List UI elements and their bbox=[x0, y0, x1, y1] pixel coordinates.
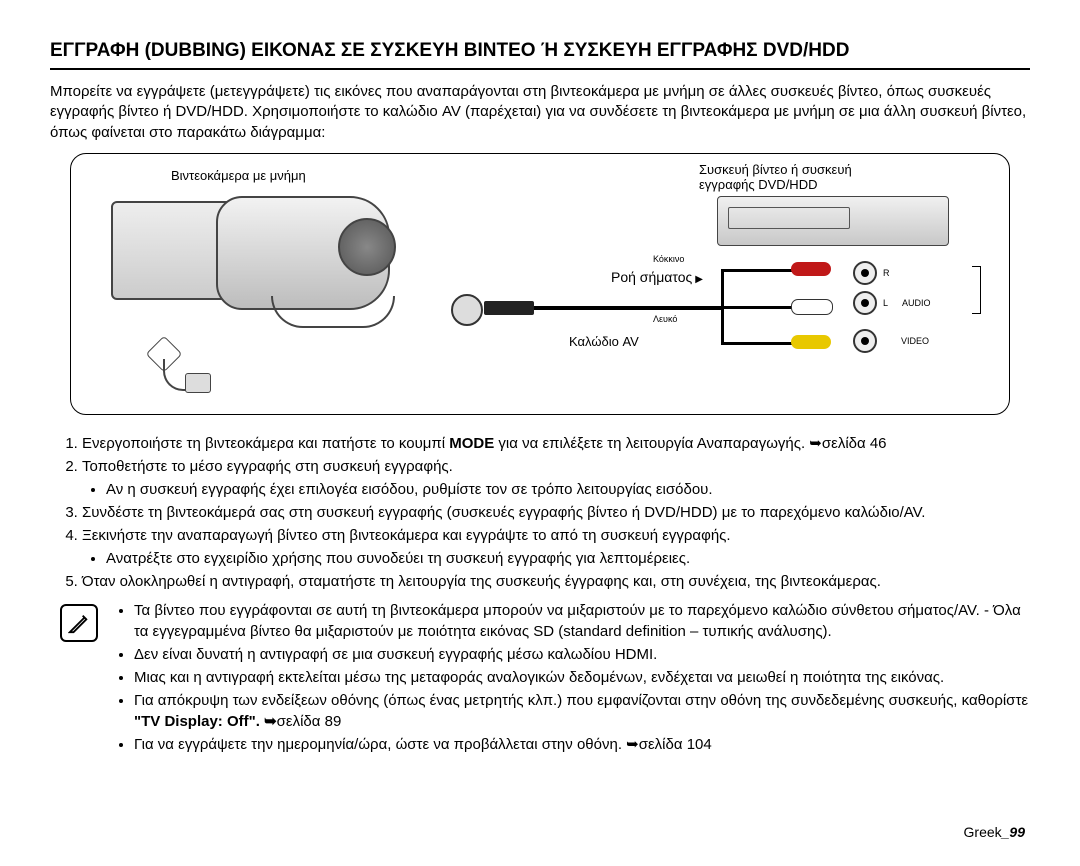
charger-illustration bbox=[151, 341, 211, 396]
connection-diagram: Βιντεοκάμερα με μνήμη Συσκευή βίντεο ή σ… bbox=[70, 153, 1010, 415]
step-2: Τοποθετήστε το μέσο εγγραφής στη συσκευή… bbox=[82, 456, 1030, 500]
av-jack bbox=[451, 294, 483, 326]
step-2-bullet: Αν η συσκευή εγγραφής έχει επιλογέα εισό… bbox=[106, 479, 1030, 500]
step-3: Συνδέστε τη βιντεοκάμερά σας στη συσκευή… bbox=[82, 502, 1030, 523]
label-white: Λευκό bbox=[653, 314, 677, 324]
recorder-jacks: R LAUDIO VIDEO bbox=[847, 258, 967, 356]
note-4: Για απόκρυψη των ενδείξεων οθόνης (όπως … bbox=[134, 690, 1030, 732]
page-footer: Greek_99 bbox=[964, 824, 1025, 840]
rca-white bbox=[791, 299, 833, 315]
step-1: Ενεργοποιήστε τη βιντεοκάμερα και πατήστ… bbox=[82, 433, 1030, 454]
av-cable bbox=[534, 306, 724, 310]
page-title: ΕΓΓΡΑΦΗ (DUBBING) ΕΙΚΟΝΑΣ ΣΕ ΣΥΣΚΕΥΗ ΒΙΝ… bbox=[50, 40, 1030, 70]
note-2: Δεν είναι δυνατή η αντιγραφή σε μια συσκ… bbox=[134, 644, 1030, 665]
note-1: Τα βίντεο που εγγράφονται σε αυτή τη βιν… bbox=[134, 600, 1030, 642]
recorder-label: Συσκευή βίντεο ή συσκευή εγγραφής DVD/HD… bbox=[699, 162, 879, 192]
signal-flow-label: Ροή σήματος bbox=[611, 269, 703, 285]
step-4-bullet: Ανατρέξτε στο εγχειρίδιο χρήσης που συνο… bbox=[106, 548, 1030, 569]
recorder-illustration bbox=[717, 196, 949, 246]
intro-text: Μπορείτε να εγγράψετε (μετεγγράψετε) τις… bbox=[50, 82, 1030, 143]
cable-label: Καλώδιο AV bbox=[569, 334, 639, 349]
note-5: Για να εγγράψετε την ημερομηνία/ώρα, ώστ… bbox=[134, 734, 1030, 755]
notes-list: Τα βίντεο που εγγράφονται σε αυτή τη βιν… bbox=[112, 600, 1030, 757]
note-3: Μιας και η αντιγραφή εκτελείται μέσω της… bbox=[134, 667, 1030, 688]
instruction-list: Ενεργοποιήστε τη βιντεοκάμερα και πατήστ… bbox=[50, 433, 1030, 592]
rca-red bbox=[791, 262, 831, 276]
note-icon bbox=[60, 604, 98, 642]
step-5: Όταν ολοκληρωθεί η αντιγραφή, σταματήστε… bbox=[82, 571, 1030, 592]
camcorder-illustration bbox=[111, 196, 451, 346]
label-red: Κόκκινο bbox=[653, 254, 684, 264]
step-4: Ξεκινήστε την αναπαραγωγή βίντεο στη βιν… bbox=[82, 525, 1030, 569]
rca-yellow bbox=[791, 335, 831, 349]
camcorder-label: Βιντεοκάμερα με μνήμη bbox=[171, 168, 306, 183]
av-plug bbox=[484, 301, 534, 315]
